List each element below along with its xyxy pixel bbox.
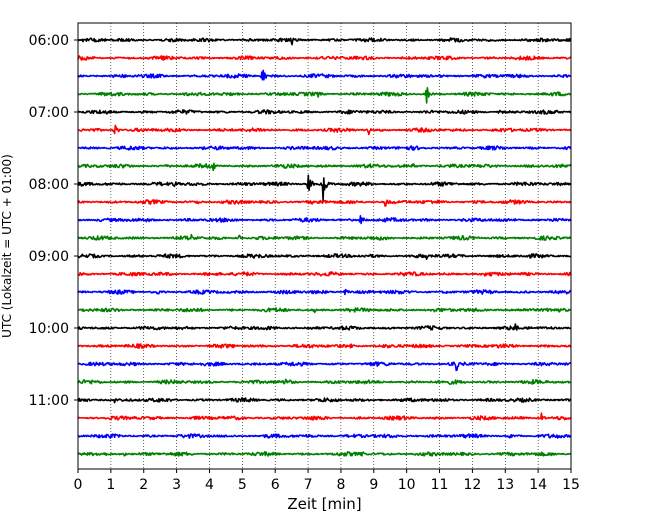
trace-row-0715 — [77, 124, 572, 136]
x-axis-label: Zeit [min] — [287, 495, 361, 513]
trace-row-0830 — [77, 215, 572, 225]
trace-row-1145 — [77, 451, 572, 457]
x-axis-ticks: 0 1 2 3 4 5 6 7 8 9 10 11 12 13 14 15 — [74, 469, 580, 493]
trace-row-1030 — [77, 361, 572, 372]
x-tick-label-15: 15 — [562, 477, 580, 493]
trace-row-0945 — [77, 307, 572, 314]
trace-row-0900 — [77, 253, 572, 260]
vertical-grid-lines — [110, 23, 539, 469]
trace-row-0645 — [77, 86, 572, 104]
trace-row-0930 — [77, 288, 572, 296]
y-axis-ticks: 06:00 07:00 08:00 09:00 10:00 11:00 — [29, 33, 78, 409]
trace-row-1000 — [77, 323, 572, 331]
y-tick-label-4: 10:00 — [29, 321, 69, 337]
x-tick-label-5: 5 — [238, 477, 247, 493]
x-tick-label-14: 14 — [529, 477, 547, 493]
trace-row-1045 — [77, 378, 572, 385]
trace-row-0815 — [77, 199, 572, 207]
y-axis-label: UTC (Lokalzeit = UTC + 01:00) — [0, 154, 14, 338]
x-tick-label-0: 0 — [74, 477, 83, 493]
trace-row-0845 — [77, 233, 572, 241]
x-tick-label-13: 13 — [496, 477, 514, 493]
trace-row-0745 — [77, 162, 572, 172]
trace-row-1130 — [77, 433, 572, 439]
x-tick-label-7: 7 — [304, 477, 313, 493]
x-tick-label-4: 4 — [205, 477, 214, 493]
trace-row-0615 — [77, 55, 572, 61]
x-tick-label-2: 2 — [139, 477, 148, 493]
trace-row-0730 — [77, 145, 572, 151]
y-tick-label-2: 08:00 — [29, 177, 69, 193]
plot-frame — [77, 22, 572, 470]
trace-row-0630 — [77, 69, 572, 81]
x-tick-label-1: 1 — [106, 477, 115, 493]
x-tick-label-11: 11 — [431, 477, 449, 493]
x-tick-label-10: 10 — [398, 477, 416, 493]
trace-row-0800 — [77, 174, 572, 202]
x-tick-label-9: 9 — [369, 477, 378, 493]
trace-row-0600 — [77, 37, 572, 46]
seismic-traces — [77, 37, 572, 457]
y-tick-label-5: 11:00 — [29, 393, 69, 409]
trace-row-1015 — [77, 343, 572, 349]
x-tick-label-8: 8 — [336, 477, 345, 493]
x-tick-label-3: 3 — [172, 477, 181, 493]
y-tick-label-3: 09:00 — [29, 249, 69, 265]
trace-row-1115 — [77, 412, 572, 421]
trace-row-1100 — [77, 397, 572, 404]
x-tick-label-6: 6 — [271, 477, 280, 493]
y-tick-label-1: 07:00 — [29, 105, 69, 121]
trace-row-0700 — [77, 109, 572, 115]
trace-row-0915 — [77, 271, 572, 277]
y-tick-label-0: 06:00 — [29, 33, 69, 49]
x-tick-label-12: 12 — [463, 477, 481, 493]
